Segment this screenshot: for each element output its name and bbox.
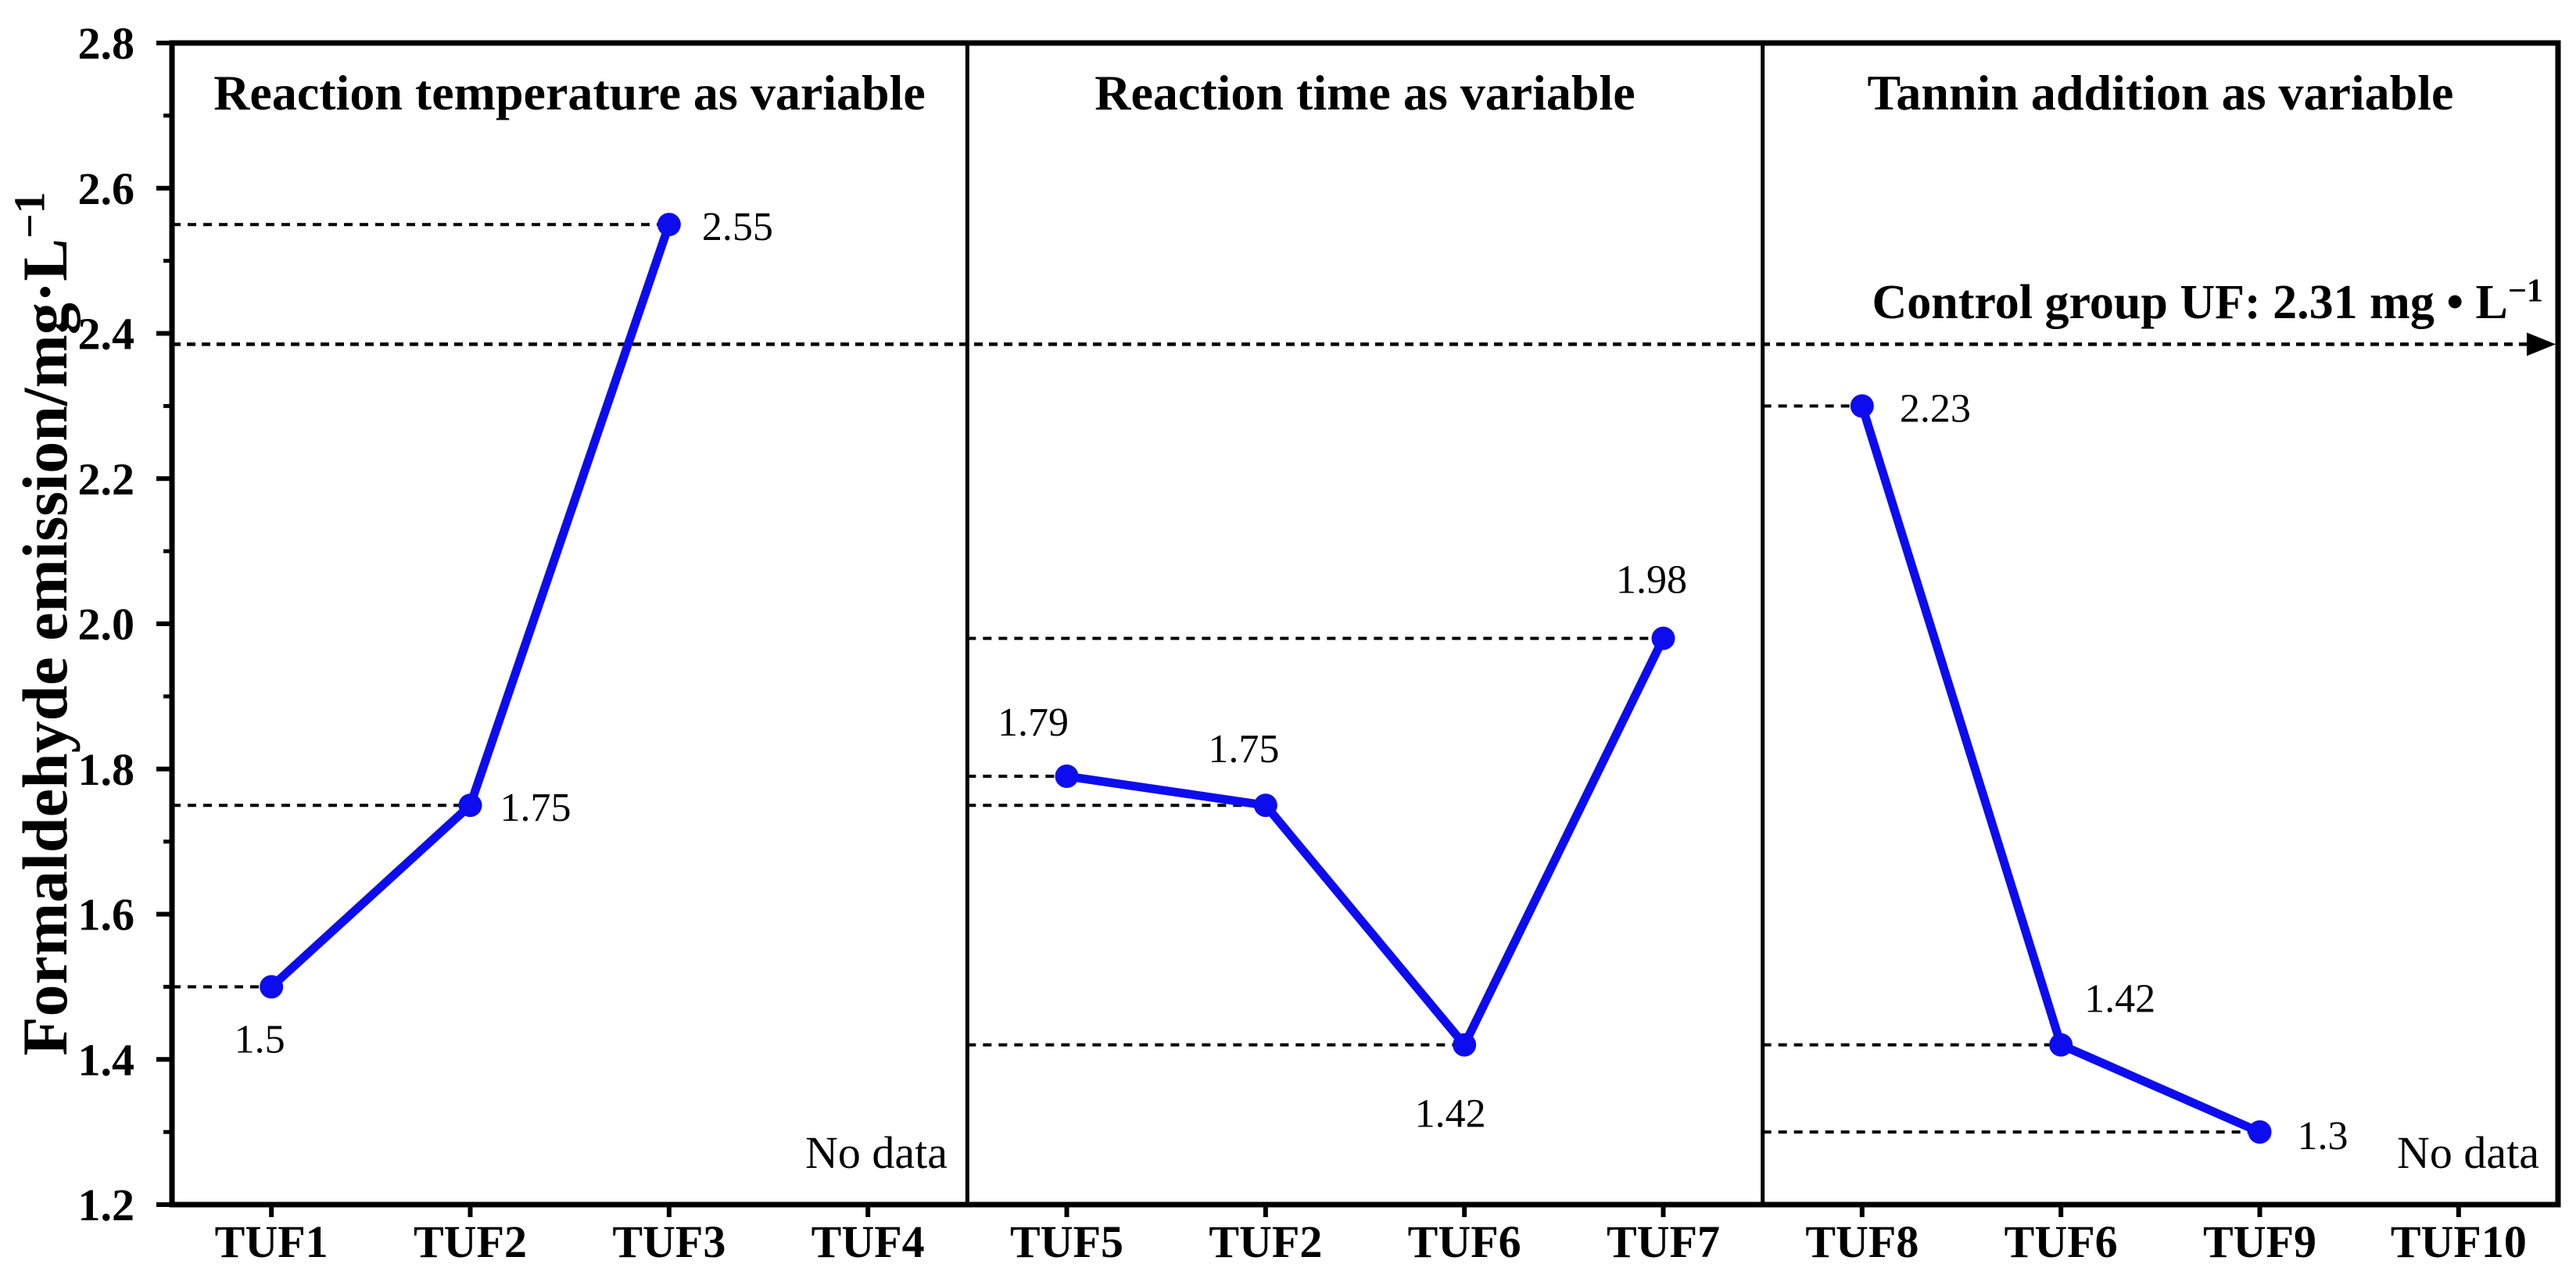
category-label: TUF2	[414, 1216, 527, 1267]
data-point	[1850, 394, 1874, 418]
point-value-label: 1.98	[1616, 558, 1687, 603]
point-value-label: 1.75	[500, 786, 571, 830]
y-axis-title-text: Formaldehyde emission/mg·L	[9, 238, 81, 1056]
category-label: TUF8	[1805, 1216, 1919, 1267]
y-tick-label: 1.4	[78, 1034, 135, 1085]
panel-title-reaction-time: Reaction time as variable	[1095, 65, 1636, 120]
category-label: TUF6	[2005, 1216, 2118, 1267]
data-point	[1055, 765, 1079, 789]
category-label: TUF4	[811, 1216, 925, 1267]
data-point	[1253, 793, 1277, 818]
category-label: TUF5	[1010, 1216, 1123, 1267]
no-data-label-panel3: No data	[2397, 1127, 2539, 1178]
y-tick-label: 1.6	[78, 890, 135, 940]
panel-title-reaction-temperature: Reaction temperature as variable	[213, 65, 926, 120]
no-data-label-panel1: No data	[805, 1127, 948, 1178]
y-tick-label: 1.2	[78, 1180, 135, 1230]
data-point	[657, 213, 681, 237]
point-value-label: 1.42	[1415, 1092, 1486, 1137]
data-point	[260, 975, 284, 999]
category-label: TUF10	[2391, 1216, 2527, 1267]
data-point	[1453, 1033, 1477, 1057]
panel-title-tannin-addition: Tannin addition as variable	[1867, 65, 2454, 120]
data-point	[2248, 1120, 2272, 1144]
category-label: TUF1	[215, 1216, 328, 1267]
y-tick-label: 1.8	[78, 744, 135, 795]
control-group-label: Control group UF: 2.31 mg • L−1	[1872, 272, 2544, 331]
category-label: TUF7	[1607, 1216, 1720, 1267]
category-label: TUF3	[612, 1216, 726, 1267]
y-axis-title-superscript: −1	[5, 192, 55, 239]
y-tick-label: 2.8	[78, 18, 135, 69]
point-value-label: 2.55	[702, 205, 773, 249]
point-value-label: 1.42	[2084, 977, 2155, 1022]
category-label: TUF2	[1209, 1216, 1322, 1267]
point-value-label: 1.75	[1208, 727, 1279, 772]
series-line	[1858, 401, 2264, 1137]
y-tick-label: 2.2	[78, 453, 135, 504]
y-tick-label: 2.6	[78, 163, 135, 214]
point-value-label: 2.23	[1900, 386, 1971, 431]
data-point	[458, 793, 482, 818]
y-tick-label: 2.0	[78, 599, 135, 650]
category-label: TUF9	[2203, 1216, 2316, 1267]
point-value-label: 1.79	[998, 700, 1069, 745]
control-group-label-superscript: −1	[2507, 272, 2543, 310]
point-value-label: 1.3	[2298, 1114, 2348, 1158]
control-group-label-text: Control group UF: 2.31 mg • L	[1872, 276, 2508, 329]
category-label: TUF6	[1408, 1216, 1521, 1267]
plot-frame	[169, 40, 2561, 1208]
y-axis-title: Formaldehyde emission/mg·L−1	[5, 192, 82, 1056]
series-line	[267, 220, 674, 991]
point-value-label: 1.5	[235, 1017, 285, 1062]
data-point	[2049, 1033, 2073, 1057]
y-tick-label: 2.4	[78, 309, 135, 360]
series-line	[1062, 634, 1668, 1050]
data-point	[1651, 626, 1675, 650]
arrow-right-icon	[2527, 332, 2556, 356]
